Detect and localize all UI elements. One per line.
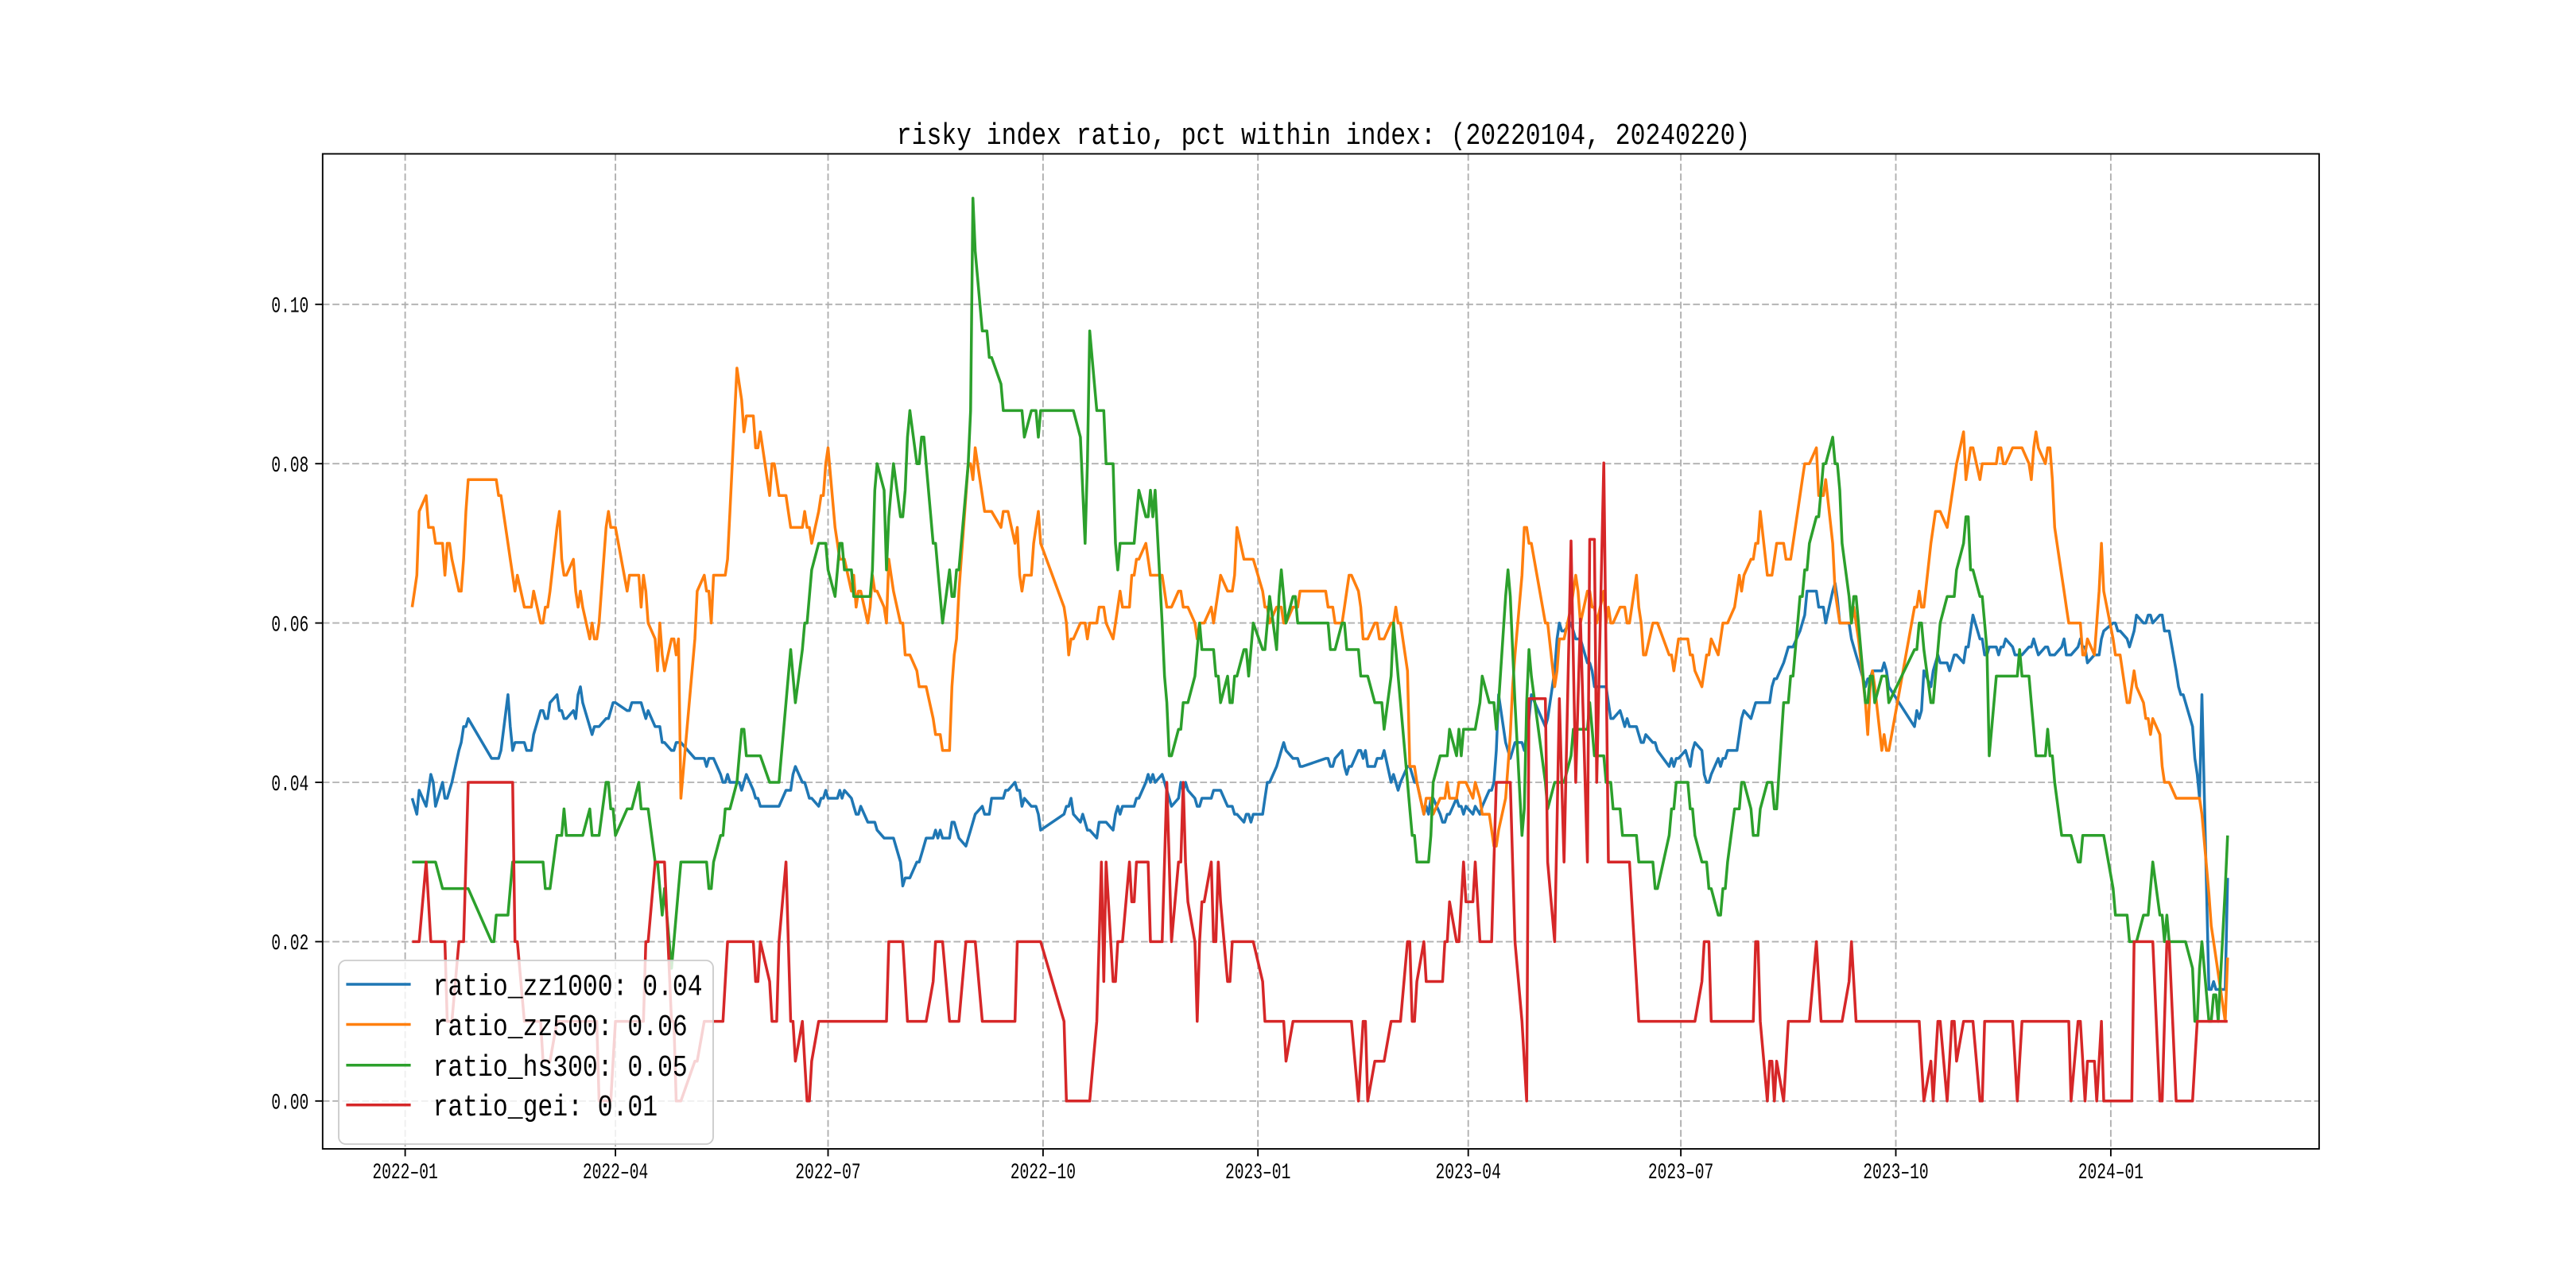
svg-text:ratio_zz1000: 0.04: ratio_zz1000: 0.04 <box>433 971 703 1005</box>
svg-text:2022–07: 2022–07 <box>795 1161 860 1185</box>
svg-text:2024–01: 2024–01 <box>2078 1161 2143 1185</box>
svg-text:2023–01: 2023–01 <box>1225 1161 1290 1185</box>
svg-text:0.02: 0.02 <box>271 932 308 956</box>
svg-text:2023–10: 2023–10 <box>1863 1161 1928 1185</box>
svg-text:2023–07: 2023–07 <box>1648 1161 1713 1185</box>
svg-text:2022–04: 2022–04 <box>583 1161 648 1185</box>
svg-text:ratio_gei: 0.01: ratio_gei: 0.01 <box>433 1092 658 1126</box>
svg-text:0.06: 0.06 <box>271 613 308 638</box>
svg-text:ratio_hs300: 0.05: ratio_hs300: 0.05 <box>433 1051 688 1085</box>
svg-text:risky index ratio, pct within: risky index ratio, pct within index: (20… <box>897 119 1751 153</box>
svg-text:2022–10: 2022–10 <box>1011 1161 1076 1185</box>
svg-text:0.08: 0.08 <box>271 454 308 479</box>
svg-text:2023–04: 2023–04 <box>1436 1161 1501 1185</box>
svg-text:2022–01: 2022–01 <box>372 1161 437 1185</box>
svg-text:0.00: 0.00 <box>271 1092 308 1116</box>
svg-text:0.10: 0.10 <box>271 295 308 320</box>
svg-text:ratio_zz500: 0.06: ratio_zz500: 0.06 <box>433 1011 688 1045</box>
svg-text:0.04: 0.04 <box>271 773 308 797</box>
